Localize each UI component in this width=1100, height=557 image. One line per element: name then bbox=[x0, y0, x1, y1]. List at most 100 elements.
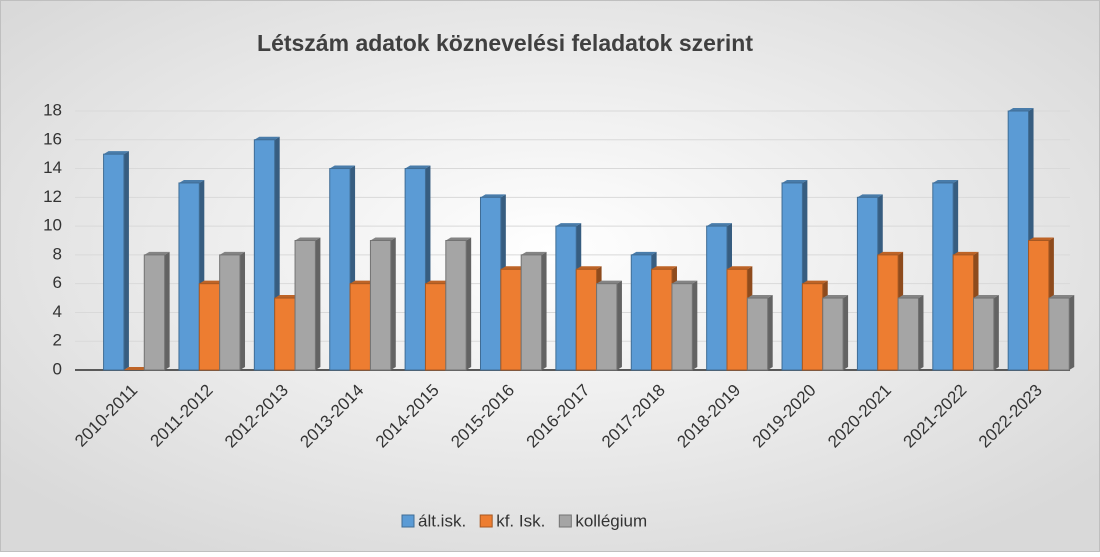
bar bbox=[178, 182, 200, 371]
bar-top bbox=[329, 165, 356, 169]
bar bbox=[726, 268, 748, 371]
bar bbox=[746, 297, 769, 371]
bar-side bbox=[843, 295, 849, 370]
bar bbox=[877, 254, 899, 371]
bar bbox=[671, 283, 693, 371]
bar-top bbox=[500, 266, 527, 270]
bar-top bbox=[727, 266, 753, 270]
bar bbox=[932, 182, 954, 371]
legend-label: kf. Isk. bbox=[496, 511, 545, 530]
bar bbox=[1028, 240, 1050, 371]
bar-top bbox=[103, 151, 129, 155]
bar bbox=[329, 168, 351, 371]
bar-side bbox=[767, 295, 773, 370]
bar-top bbox=[747, 295, 773, 299]
bar-top bbox=[973, 295, 999, 299]
bar-side bbox=[164, 251, 170, 370]
bar bbox=[294, 240, 316, 371]
bar-top bbox=[254, 136, 280, 140]
bar-side bbox=[541, 251, 547, 370]
bar bbox=[781, 182, 803, 371]
bar-top bbox=[651, 266, 677, 270]
bar-top bbox=[445, 237, 472, 241]
bar-top bbox=[521, 251, 547, 255]
bar bbox=[143, 254, 166, 371]
bar bbox=[253, 139, 276, 371]
bar-side bbox=[123, 151, 129, 370]
bar bbox=[445, 240, 467, 371]
bar bbox=[103, 153, 125, 371]
bar bbox=[520, 254, 543, 371]
y-tick-label: 14 bbox=[43, 158, 62, 177]
y-tick-label: 10 bbox=[43, 216, 62, 235]
bar-side bbox=[390, 237, 396, 370]
bar-top bbox=[671, 280, 698, 284]
bar bbox=[219, 254, 241, 371]
y-tick-label: 8 bbox=[53, 244, 62, 263]
bar-top bbox=[932, 179, 959, 183]
bar-side bbox=[616, 280, 622, 370]
bar bbox=[575, 268, 598, 371]
bar bbox=[500, 268, 522, 371]
bar-top bbox=[822, 295, 849, 299]
bar bbox=[404, 168, 426, 371]
bar bbox=[1007, 110, 1030, 371]
chart-title: Létszám adatok köznevelési feladatok sze… bbox=[257, 30, 753, 56]
bar-side bbox=[918, 295, 924, 370]
bar bbox=[897, 297, 919, 371]
bar bbox=[424, 283, 447, 371]
bar-top bbox=[295, 237, 321, 241]
legend-swatch bbox=[558, 514, 572, 528]
bar-side bbox=[315, 237, 321, 370]
bar bbox=[274, 297, 296, 371]
bar bbox=[856, 196, 879, 371]
bar-top bbox=[631, 251, 657, 255]
bar bbox=[651, 268, 673, 371]
bar-top bbox=[898, 295, 924, 299]
y-tick-label: 18 bbox=[43, 100, 62, 119]
bar-top bbox=[219, 251, 246, 255]
bar bbox=[1048, 297, 1070, 371]
y-tick-label: 0 bbox=[53, 359, 62, 378]
legend-label: kollégium bbox=[575, 511, 647, 530]
bar bbox=[706, 225, 728, 371]
bar bbox=[555, 225, 577, 371]
legend-swatch bbox=[401, 514, 415, 528]
legend-swatch bbox=[479, 514, 493, 528]
bar bbox=[801, 283, 824, 371]
bar-top bbox=[1008, 108, 1034, 111]
bar bbox=[822, 297, 844, 371]
bar-top bbox=[555, 223, 582, 227]
bar-top bbox=[706, 223, 732, 227]
bar-top bbox=[480, 194, 506, 198]
bar-top bbox=[405, 165, 431, 169]
bar-top bbox=[178, 179, 205, 183]
y-tick-label: 4 bbox=[53, 302, 62, 321]
bar-side bbox=[692, 280, 698, 370]
bar bbox=[349, 283, 371, 371]
bar-top bbox=[576, 266, 602, 270]
bar bbox=[973, 297, 995, 371]
bar-top bbox=[802, 280, 828, 284]
bar-top bbox=[877, 251, 904, 255]
bar-side bbox=[993, 295, 999, 370]
y-tick-label: 6 bbox=[53, 273, 62, 292]
bar-top bbox=[953, 251, 979, 255]
y-tick-label: 2 bbox=[53, 331, 62, 350]
bar-top bbox=[1048, 295, 1075, 299]
bar-top bbox=[1028, 237, 1054, 241]
bar-top bbox=[782, 179, 808, 183]
y-tick-label: 12 bbox=[43, 187, 62, 206]
bar bbox=[198, 283, 221, 371]
bar-top bbox=[123, 367, 150, 370]
bar-side bbox=[240, 251, 246, 370]
y-tick-label: 16 bbox=[43, 129, 62, 148]
bar-top bbox=[596, 280, 622, 284]
bar-top bbox=[370, 237, 396, 241]
bar bbox=[369, 240, 392, 371]
legend-label: ált.isk. bbox=[418, 511, 466, 530]
bar bbox=[479, 196, 502, 371]
bar bbox=[952, 254, 975, 371]
bar-top bbox=[350, 280, 376, 284]
